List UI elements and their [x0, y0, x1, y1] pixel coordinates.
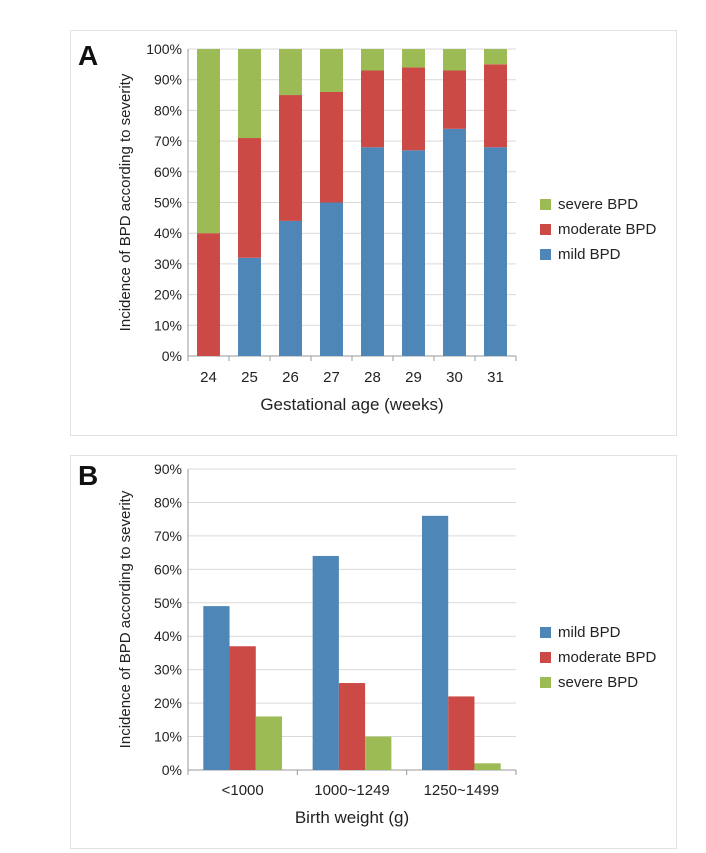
y-tick-label-b: 0%: [162, 762, 182, 778]
legend-swatch-a-mild: [540, 249, 551, 260]
chart-panel-b: [70, 455, 677, 849]
legend-label-b-severe: severe BPD: [558, 674, 638, 691]
bar-a-mild-28: [361, 147, 384, 356]
x-tick-label-a: 30: [446, 369, 463, 386]
bar-a-mild-26: [279, 220, 302, 356]
y-axis-label-b: Incidence of BPD according to severity: [117, 490, 134, 748]
y-tick-label-b: 20%: [154, 695, 182, 711]
bar-a-moderate-25: [238, 138, 261, 258]
x-tick-label-a: 26: [282, 369, 299, 386]
panel-label-a: A: [78, 40, 99, 71]
x-tick-label-a: 31: [487, 369, 504, 386]
bar-a-severe-26: [279, 49, 302, 96]
bar-a-moderate-26: [279, 95, 302, 221]
bar-a-severe-24: [197, 49, 220, 234]
y-tick-label-b: 70%: [154, 528, 182, 544]
bar-b-severe-1: [365, 736, 392, 770]
y-tick-label-a: 0%: [162, 348, 182, 364]
legend-swatch-b-moderate: [540, 652, 551, 663]
bar-a-mild-29: [402, 150, 425, 356]
x-tick-label-a: 24: [200, 369, 217, 386]
y-tick-label-a: 40%: [154, 225, 182, 241]
x-tick-label-b: 1250~1499: [424, 782, 500, 799]
legend-swatch-b-mild: [540, 627, 551, 638]
bar-b-mild-0: [203, 606, 230, 770]
legend-label-a-mild: mild BPD: [558, 246, 621, 263]
x-tick-label-b: 1000~1249: [314, 782, 390, 799]
legend-label-a-moderate: moderate BPD: [558, 221, 657, 238]
y-tick-label-b: 60%: [154, 561, 182, 577]
bar-a-severe-25: [238, 49, 261, 139]
bar-b-severe-2: [474, 763, 501, 770]
y-tick-label-a: 70%: [154, 133, 182, 149]
y-tick-label-a: 100%: [146, 41, 182, 57]
y-tick-label-a: 80%: [154, 102, 182, 118]
bar-a-mild-25: [238, 257, 261, 356]
y-tick-label-b: 50%: [154, 595, 182, 611]
bar-a-severe-28: [361, 49, 384, 71]
y-tick-label-a: 60%: [154, 164, 182, 180]
y-tick-label-b: 90%: [154, 461, 182, 477]
bar-b-severe-0: [255, 716, 283, 770]
bar-b-moderate-1: [338, 683, 366, 770]
bar-a-severe-31: [484, 49, 507, 65]
y-tick-label-a: 30%: [154, 256, 182, 272]
panel-label-b: B: [78, 460, 99, 491]
bar-a-severe-29: [402, 49, 425, 68]
legend-label-b-mild: mild BPD: [558, 624, 621, 641]
bar-a-moderate-30: [443, 70, 466, 129]
y-axis-label-a: Incidence of BPD according to severity: [117, 73, 134, 331]
x-tick-label-b: <1000: [222, 782, 264, 799]
bar-a-mild-27: [320, 202, 343, 356]
y-tick-label-b: 80%: [154, 494, 182, 510]
y-tick-label-b: 40%: [154, 628, 182, 644]
bar-b-moderate-0: [229, 646, 256, 770]
y-tick-label-b: 10%: [154, 729, 182, 745]
y-tick-label-a: 50%: [154, 195, 182, 211]
bar-a-severe-30: [443, 49, 466, 71]
legend-swatch-a-moderate: [540, 224, 551, 235]
x-axis-label-a: Gestational age (weeks): [260, 395, 443, 414]
bar-b-mild-2: [421, 515, 449, 770]
bar-b-mild-1: [312, 555, 339, 770]
legend-swatch-a-severe: [540, 199, 551, 210]
bar-a-moderate-27: [320, 91, 343, 203]
x-axis-label-b: Birth weight (g): [295, 808, 409, 827]
x-tick-label-a: 25: [241, 369, 258, 386]
y-tick-label-a: 10%: [154, 317, 182, 333]
legend-label-b-moderate: moderate BPD: [558, 649, 657, 666]
bar-a-mild-30: [443, 128, 466, 356]
y-tick-label-b: 30%: [154, 662, 182, 678]
x-tick-label-a: 29: [405, 369, 422, 386]
bar-b-moderate-2: [448, 696, 475, 770]
y-tick-label-a: 90%: [154, 72, 182, 88]
bar-a-severe-27: [320, 49, 343, 92]
legend-swatch-b-severe: [540, 677, 551, 688]
x-tick-label-a: 28: [364, 369, 381, 386]
bar-a-mild-31: [484, 147, 507, 356]
bar-a-moderate-24: [197, 233, 220, 356]
bar-a-moderate-29: [402, 67, 425, 151]
bar-a-moderate-31: [484, 64, 507, 148]
y-tick-label-a: 20%: [154, 287, 182, 303]
legend-label-a-severe: severe BPD: [558, 196, 638, 213]
bar-a-moderate-28: [361, 70, 384, 148]
x-tick-label-a: 27: [323, 369, 340, 386]
